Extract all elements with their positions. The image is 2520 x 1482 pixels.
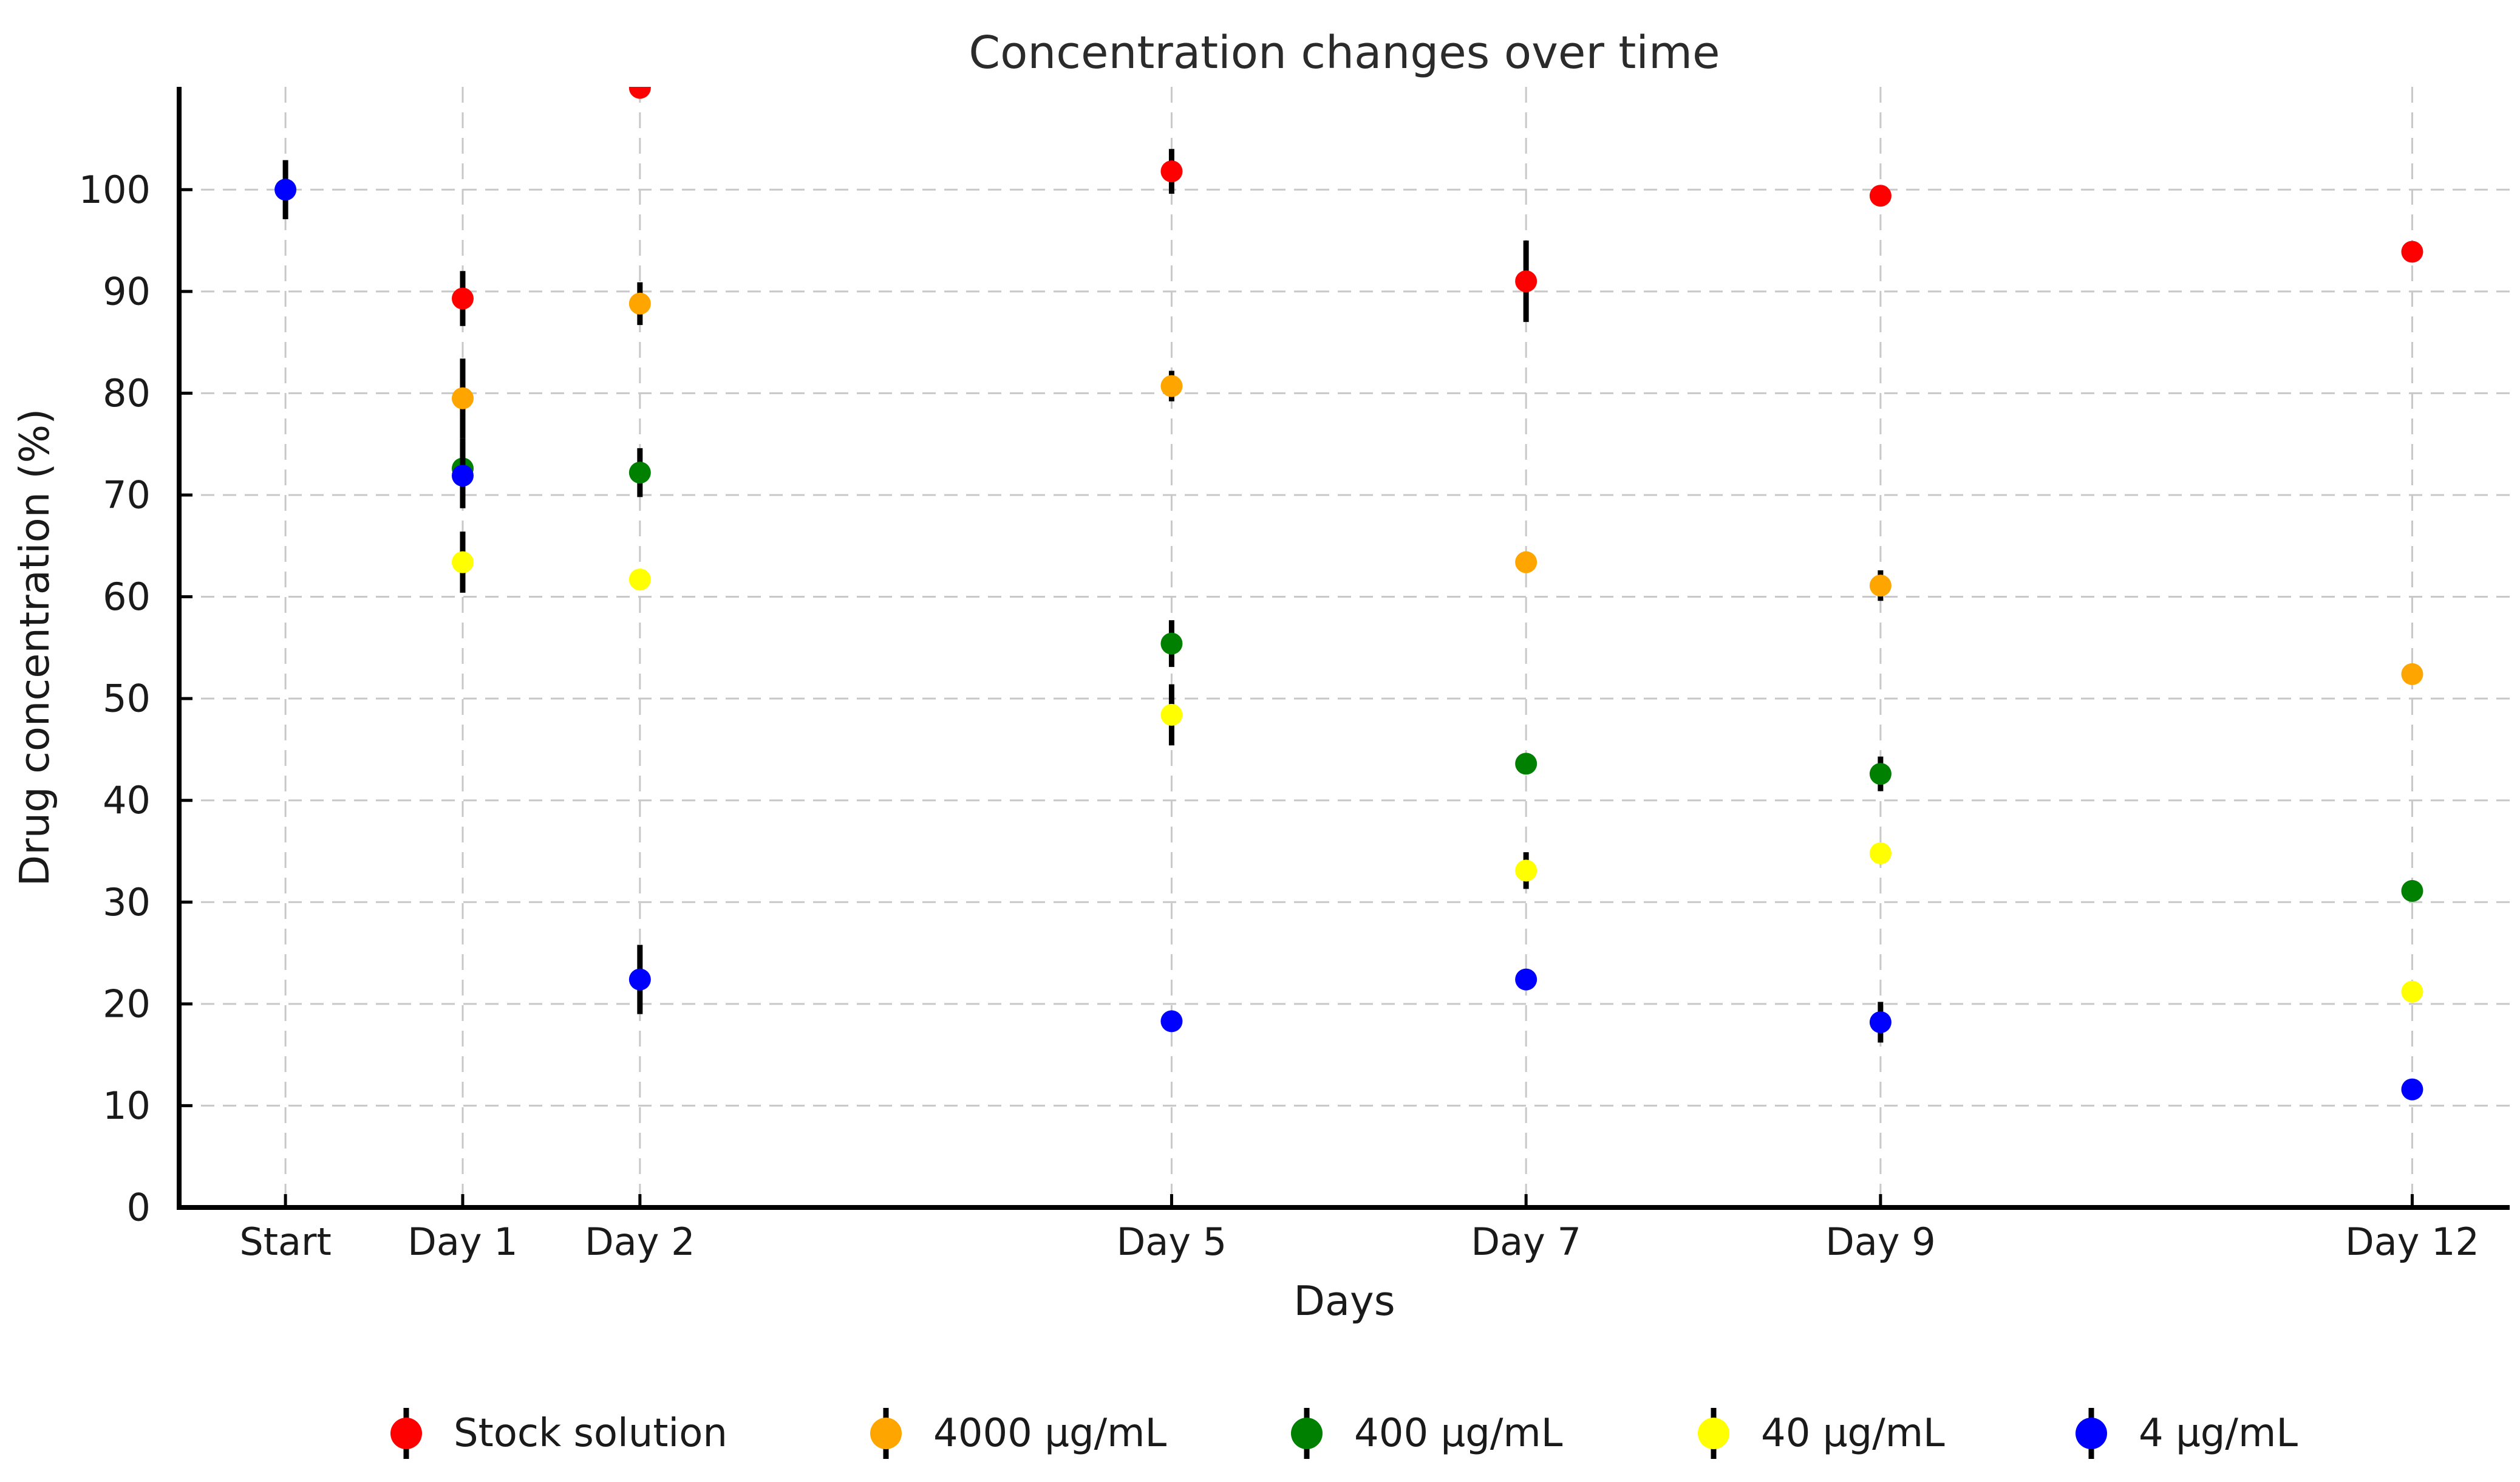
data-point xyxy=(451,551,474,573)
y-tick-label: 10 xyxy=(103,1084,151,1128)
x-tick-label: Start xyxy=(239,1220,331,1264)
legend-item: 400 µg/mL xyxy=(1291,1408,1563,1459)
series-400-g-ml xyxy=(451,438,2423,902)
x-tick-label: Day 12 xyxy=(2345,1220,2479,1264)
legend-marker-icon xyxy=(1291,1418,1323,1449)
data-point xyxy=(451,287,474,310)
data-point xyxy=(1869,575,1892,597)
axis-spines xyxy=(177,87,2510,1210)
legend-item: 40 µg/mL xyxy=(1698,1408,1945,1459)
y-tick-label: 80 xyxy=(103,371,151,415)
legend-marker-icon xyxy=(390,1418,422,1449)
legend-label: 4000 µg/mL xyxy=(933,1411,1166,1456)
x-tick-label: Day 7 xyxy=(1471,1220,1581,1264)
x-tick-label: Day 2 xyxy=(585,1220,695,1264)
x-tick-label: Day 1 xyxy=(407,1220,518,1264)
data-series xyxy=(274,87,2423,1101)
chart-title: Concentration changes over time xyxy=(969,27,1720,79)
y-tick-label: 40 xyxy=(103,778,151,822)
data-point xyxy=(451,387,474,409)
series-4000-g-ml xyxy=(451,282,2423,685)
data-point xyxy=(1515,551,1538,573)
gridlines xyxy=(179,87,2510,1209)
data-point xyxy=(1869,842,1892,864)
y-tick-label: 90 xyxy=(103,269,151,313)
x-tick-label: Day 5 xyxy=(1117,1220,1227,1264)
data-point xyxy=(2401,663,2423,685)
data-point xyxy=(2401,980,2423,1003)
data-point xyxy=(628,968,651,991)
y-tick-label: 20 xyxy=(103,982,151,1026)
y-axis-label: Drug concentration (%) xyxy=(11,409,58,887)
data-point xyxy=(628,87,651,99)
legend-marker-icon xyxy=(2076,1418,2107,1449)
y-tick-label: 70 xyxy=(103,473,151,517)
data-point xyxy=(1160,375,1183,397)
axis-ticks xyxy=(179,188,2414,1209)
data-point xyxy=(2401,241,2423,263)
data-point xyxy=(1869,185,1892,207)
data-point xyxy=(628,462,651,484)
legend-label: Stock solution xyxy=(454,1411,727,1456)
data-point xyxy=(1869,763,1892,785)
legend-marker-icon xyxy=(1698,1418,1729,1449)
data-point xyxy=(2401,1078,2423,1101)
data-point xyxy=(2401,879,2423,902)
data-point xyxy=(1160,1010,1183,1033)
legend: Stock solution 4000 µg/mL 400 µg/mL 40 µg/m… xyxy=(390,1408,2298,1459)
series-4-g-ml xyxy=(274,160,2423,1101)
data-point xyxy=(1515,270,1538,293)
series-40-g-ml xyxy=(451,531,2423,1003)
x-axis-label: Days xyxy=(1293,1277,1395,1325)
legend-label: 400 µg/mL xyxy=(1354,1411,1563,1456)
legend-marker-icon xyxy=(870,1418,902,1449)
data-point xyxy=(1160,703,1183,726)
y-tick-label: 0 xyxy=(127,1186,151,1230)
legend-label: 4 µg/mL xyxy=(2139,1411,2298,1456)
y-tick-label: 50 xyxy=(103,677,151,721)
data-point xyxy=(451,465,474,487)
data-point xyxy=(1160,160,1183,183)
legend-item: 4000 µg/mL xyxy=(870,1408,1166,1459)
data-point xyxy=(1515,859,1538,882)
x-tick-label: Day 9 xyxy=(1825,1220,1936,1264)
legend-label: 40 µg/mL xyxy=(1761,1411,1945,1456)
y-tick-label: 30 xyxy=(103,880,151,924)
data-point xyxy=(1160,632,1183,655)
data-point xyxy=(628,569,651,591)
legend-item: 4 µg/mL xyxy=(2076,1408,2298,1459)
data-point xyxy=(628,292,651,315)
legend-item: Stock solution xyxy=(390,1408,727,1459)
data-point xyxy=(1515,968,1538,991)
data-point xyxy=(274,179,297,201)
series-stock-solution xyxy=(451,87,2423,326)
y-tick-label: 100 xyxy=(79,168,151,212)
tick-labels: 0 10 20 30 40 50 60 70 80 90 100 Start Day 1 Day 2 Day… xyxy=(79,168,2479,1264)
data-point xyxy=(1515,753,1538,775)
y-tick-label: 60 xyxy=(103,575,151,619)
data-point xyxy=(1869,1011,1892,1034)
